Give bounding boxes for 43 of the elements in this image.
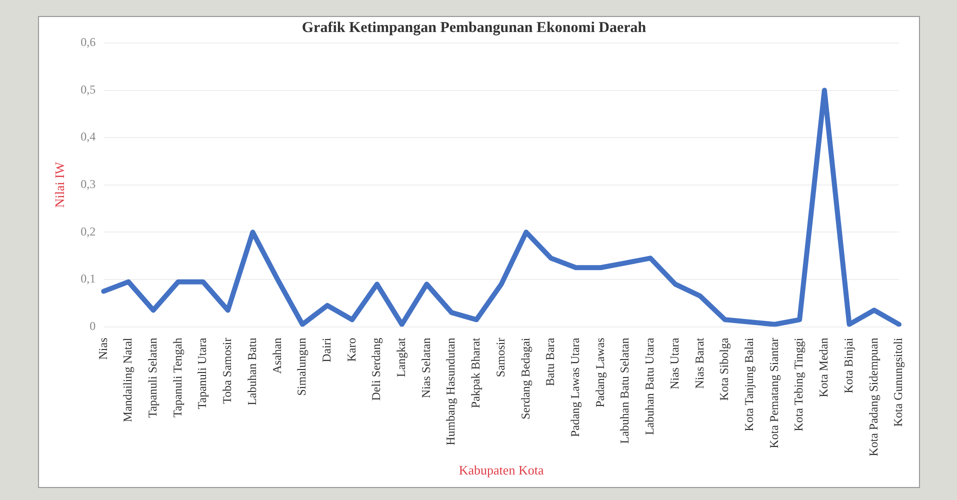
x-tick-label: Tapanuli Utara [195,337,210,410]
x-tick-label: Humbang Hasundutan [444,338,458,446]
x-tick-label: Dairi [319,337,334,362]
x-tick-label: Kota Binjai [841,337,856,394]
x-tick-label: Kota Medan [816,338,831,398]
x-tick-label: Langkat [394,337,408,378]
x-tick-label: Mandailing Natal [120,337,135,422]
y-tick-label: 0,3 [80,177,96,192]
x-tick-label: Batu Bara [543,337,558,386]
x-tick-label: Kota Pematang Siantar [766,338,781,448]
x-tick-label: Simalungun [294,338,309,396]
x-tick-label: Tapanuli Tengah [170,338,184,418]
y-tick-label: 0,4 [80,130,96,144]
x-tick-label: Kota Gunungsitoli [891,337,906,427]
x-axis-title: Kabupaten Kota [458,462,544,478]
x-tick-label: Kota Tebing Tinggi [792,337,806,432]
x-tick-label: Serdang Bedagai [518,337,532,420]
y-tick-label: 0,5 [80,82,96,96]
x-tick-label: Labuhan Batu [244,338,259,406]
x-tick-label: Pakpak Bharat [468,337,483,408]
x-tick-label: Padang Lawas Utara [568,337,582,438]
x-tick-label: Toba Samosir [220,338,234,404]
y-tick-label: 0 [90,318,96,333]
x-tick-label: Samosir [493,338,508,378]
x-tick-label: Nias [96,337,110,360]
y-tick-label: 0,6 [80,35,96,50]
x-tick-label: Nias Selatan [418,338,433,398]
x-tick-label: Tapanuli Selatan [145,338,160,418]
y-tick-label: 0,2 [80,224,96,238]
y-axis-title: Nilai IW [52,161,68,208]
x-tick-label: Nias Barat [692,337,706,389]
chart-title: Grafik Ketimpangan Pembangunan Ekonomi Daerah [302,20,647,36]
x-tick-label: Deli Serdang [369,338,384,401]
x-tick-label: Asahan [270,338,284,374]
x-tick-label: Labuhan Batu Selatan [618,338,632,444]
x-tick-label: Kota Sibolga [717,337,732,401]
y-tick-label: 0,1 [80,272,96,286]
x-tick-label: Nias Utara [667,337,682,390]
x-tick-label: Kota Padang Sidempuan [866,338,880,456]
x-tick-label: Labuhan Batu Utara [642,337,657,436]
x-tick-label: Karo [344,338,358,362]
x-tick-label: Padang Lawas [592,337,607,408]
x-tick-label: Kota Tanjung Balai [742,337,756,432]
